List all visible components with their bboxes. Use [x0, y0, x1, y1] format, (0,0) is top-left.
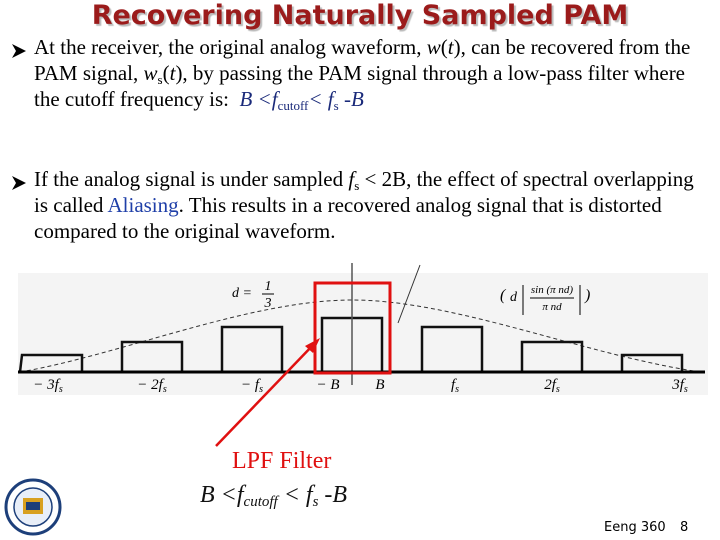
slide-title: Recovering Naturally Sampled PAM: [91, 0, 629, 31]
text: s: [333, 98, 339, 113]
course-label: Eeng 360: [604, 520, 666, 535]
bullet-arrow: [12, 176, 26, 190]
text: s: [312, 494, 319, 510]
text: 2f: [544, 377, 558, 393]
text: If the analog signal is under sampled: [34, 167, 349, 191]
text: f: [451, 377, 457, 393]
text: B <f: [200, 482, 244, 508]
text: d: [510, 290, 518, 305]
text: − 2f: [137, 377, 164, 393]
text: sin (π nd): [531, 284, 574, 296]
axis-label: fs: [451, 377, 459, 395]
axis-label: 3fs: [671, 377, 688, 395]
axis-label: B: [375, 377, 384, 393]
text: cutoff: [243, 494, 278, 510]
bullet-arrow: [12, 44, 26, 58]
annotation-formula: B <fcutoff < fs -B: [200, 482, 348, 510]
text: s: [157, 72, 163, 87]
text: At the receiver, the original analog wav…: [34, 35, 427, 59]
text: 3f: [671, 377, 686, 393]
annotation-arrow: [215, 338, 320, 447]
axis-label: − 3fs: [33, 377, 63, 395]
envelope-formula: ( d sin (π nd) π nd ): [500, 284, 590, 315]
spectrum-figure: − 3fs − 2fs − fs − B B fs 2fs 3fs d = 1 …: [18, 263, 708, 395]
text: 3: [264, 296, 272, 311]
text: ), by passing the PAM signal through a l…: [34, 61, 686, 111]
text: s: [684, 384, 688, 395]
text: Aliasing: [107, 193, 179, 217]
text: 1: [265, 279, 272, 294]
text: -B: [338, 87, 364, 111]
duty-label: d = 1 3: [232, 279, 274, 311]
text: < 2B, the effect of spectral overlapping…: [34, 167, 694, 217]
text: s: [354, 178, 360, 193]
text: (: [162, 61, 170, 85]
text: < f: [277, 482, 313, 508]
axis-label: 2fs: [544, 377, 560, 395]
bracket: ): [584, 287, 590, 304]
text: ), can be recovered from the PAM signal,: [34, 35, 691, 85]
text: -B: [318, 482, 348, 508]
figure-background: [18, 273, 708, 395]
axis-label: − fs: [241, 377, 263, 395]
bullet-text: At the receiver, the original analog wav…: [34, 34, 706, 112]
text: π nd: [542, 301, 562, 313]
pointer-line: [397, 264, 421, 324]
text: s: [455, 384, 459, 395]
text: t: [169, 61, 176, 85]
text: s: [59, 384, 63, 395]
text: − f: [241, 377, 261, 393]
text: < f: [308, 87, 334, 111]
text: f: [348, 167, 355, 191]
text: − 3f: [33, 377, 60, 393]
text: t: [447, 35, 454, 59]
bullet-text: If the analog signal is under sampled fs…: [34, 166, 706, 244]
annotation-title: LPF Filter: [232, 448, 332, 474]
lpf-box: [313, 281, 392, 375]
university-logo: [4, 478, 62, 536]
axis-label: − B: [316, 377, 339, 393]
text: cutoff: [277, 98, 309, 113]
text: (: [440, 35, 448, 59]
text: s: [163, 384, 167, 395]
page-number: 8: [680, 520, 689, 535]
text: s: [556, 384, 560, 395]
axis-label: − 2fs: [137, 377, 167, 395]
text: w: [426, 35, 441, 59]
bracket: (: [500, 287, 507, 304]
text: d =: [232, 286, 252, 301]
text: s: [259, 384, 263, 395]
text: w: [143, 61, 158, 85]
text: . This results in a recovered analog sig…: [34, 193, 662, 243]
axis-labels: − 3fs − 2fs − fs − B B fs 2fs 3fs: [33, 377, 688, 395]
text: B <f: [239, 87, 278, 111]
